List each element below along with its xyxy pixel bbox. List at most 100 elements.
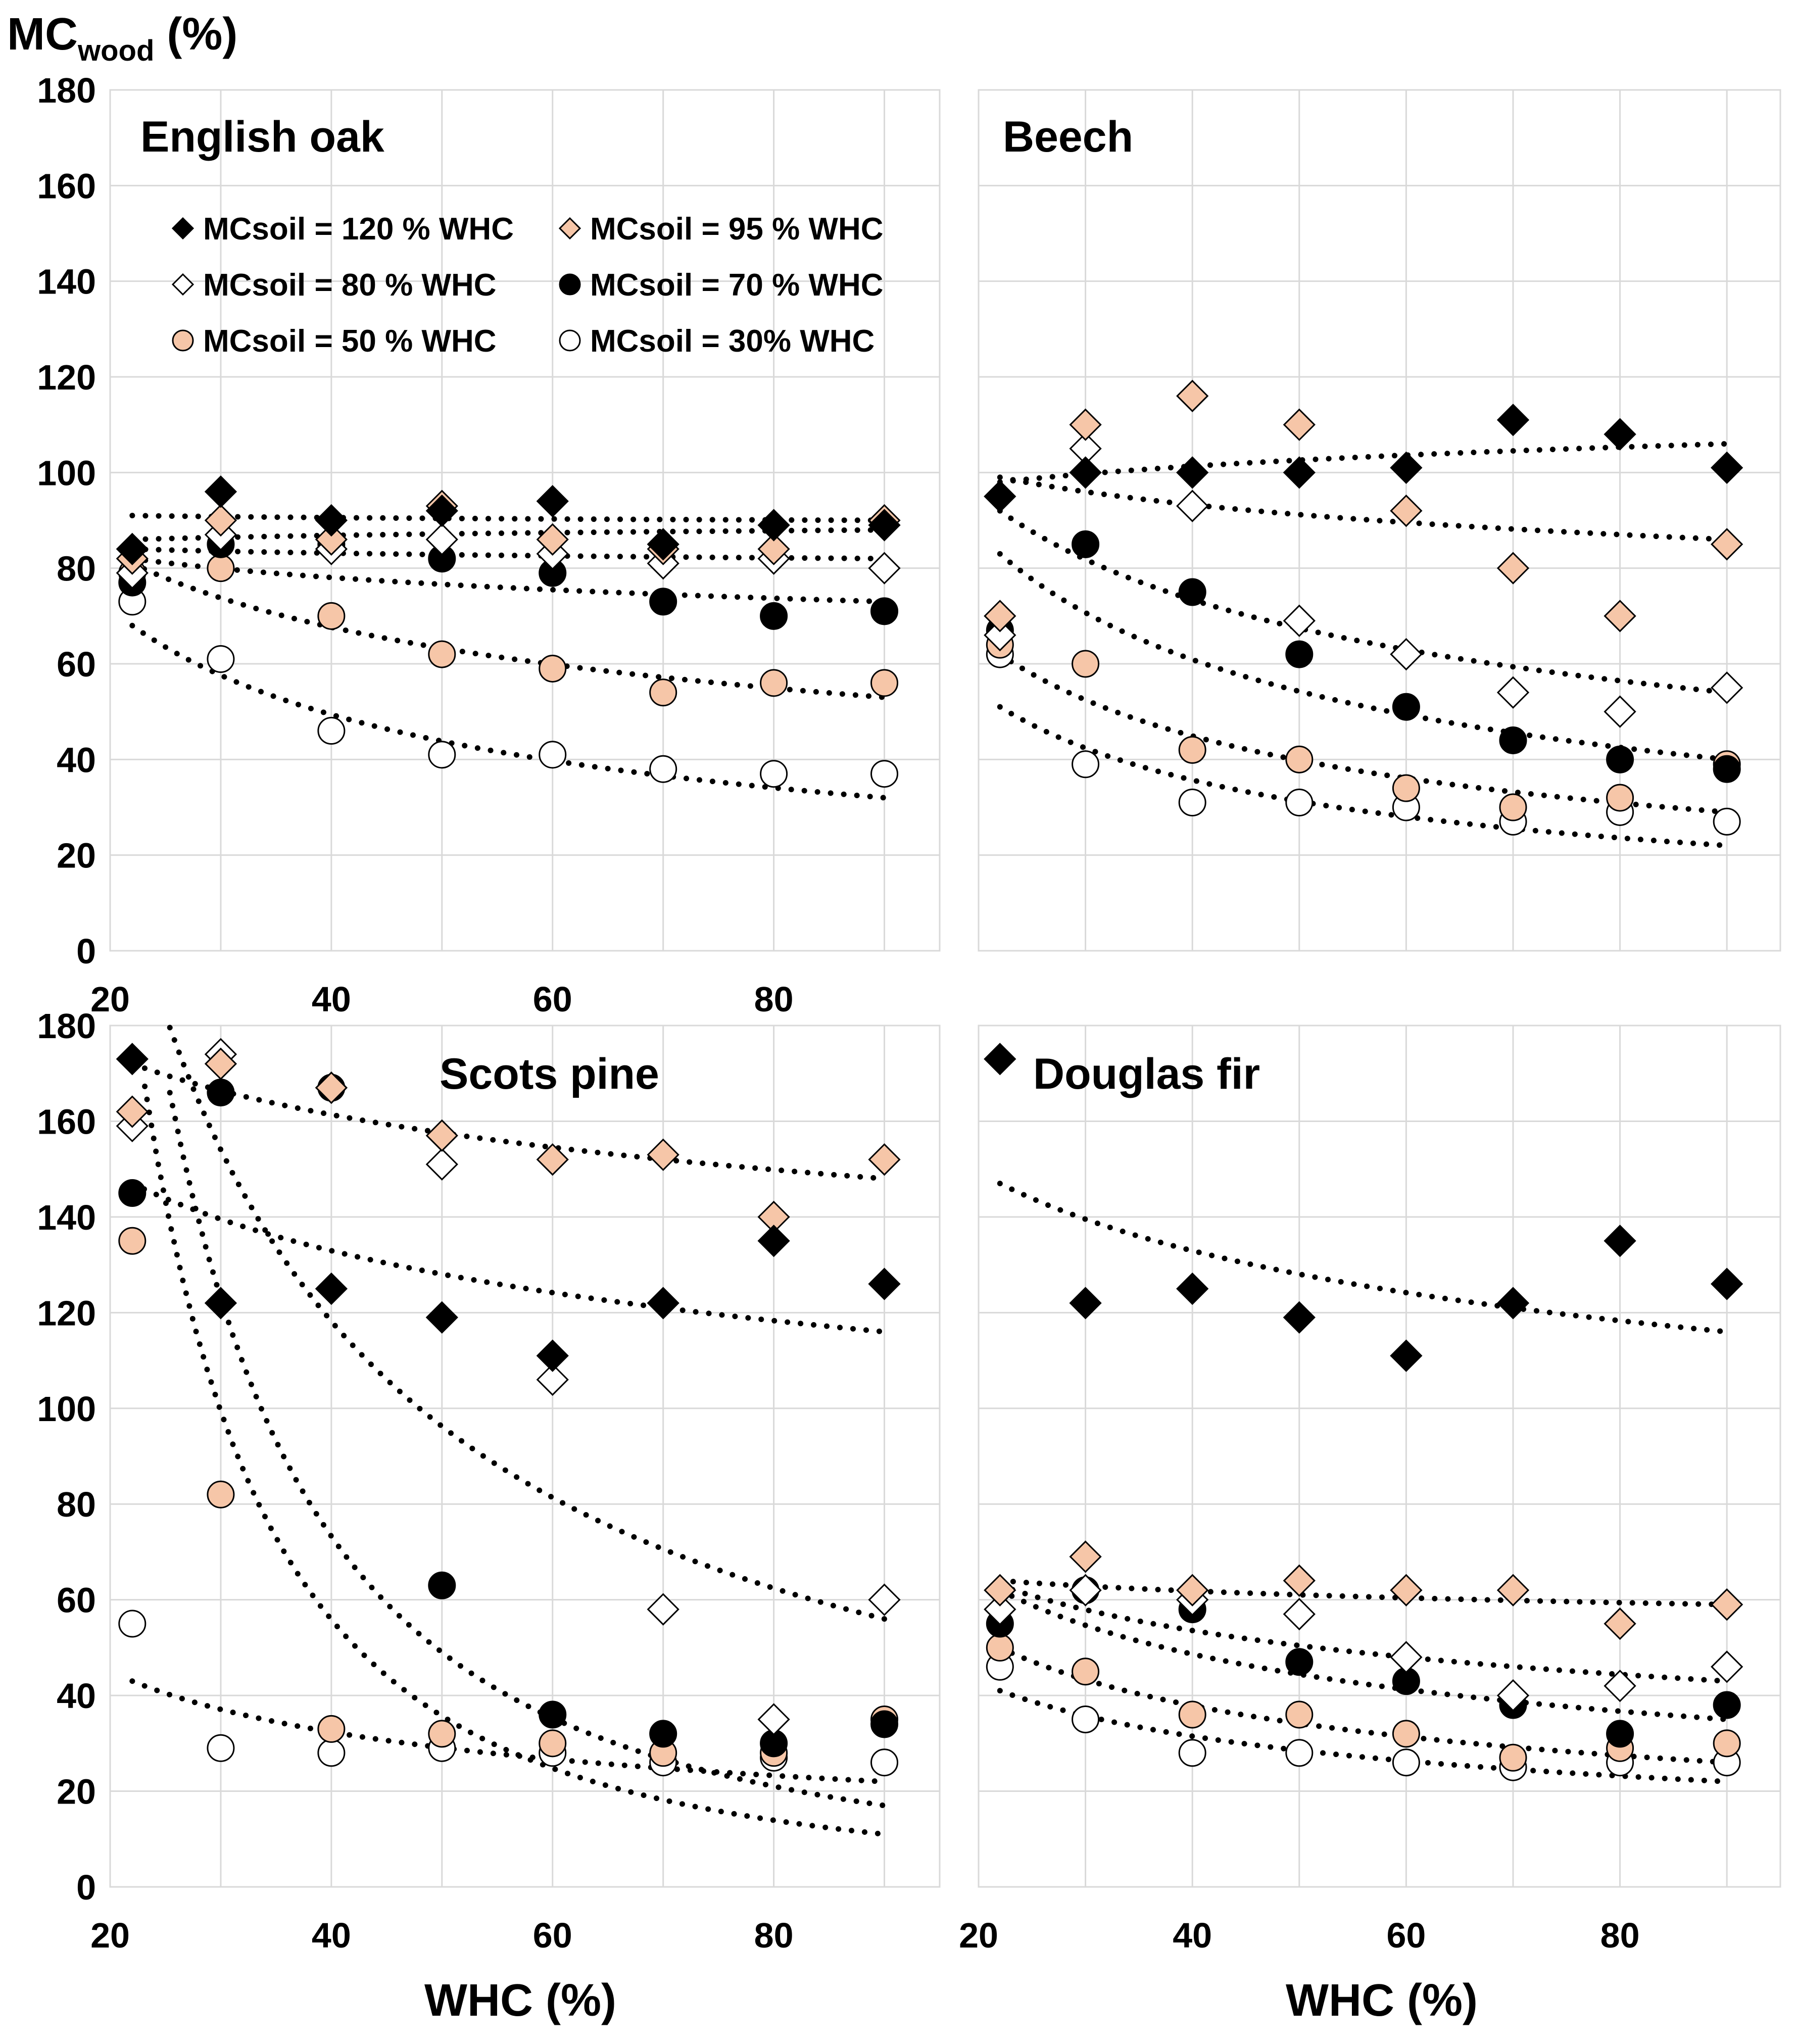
data-point [207,1079,235,1107]
legend-label: MCsoil = 120 % WHC [203,212,514,247]
data-point [207,554,235,582]
data-point [428,741,456,769]
data-point [1499,793,1527,821]
data-point [425,494,458,527]
data-point [984,600,1016,632]
y-tick-label: 20 [57,836,96,875]
data-point [1604,1225,1636,1257]
trendline [997,1587,1730,1722]
plot-frame [978,89,1781,952]
data-point [1496,1287,1530,1320]
y-tick-label: 100 [37,453,96,493]
y-tick-label: 0 [76,932,96,971]
data-point [315,1272,348,1305]
data-point [425,1301,458,1334]
data-point [760,669,788,697]
panel-title: English oak [140,113,384,161]
data-point [428,1571,456,1599]
data-point [536,523,569,556]
data-point [1711,1268,1743,1300]
data-point [649,588,677,616]
data-point [118,1227,147,1255]
data-point [1711,1650,1743,1683]
data-point [1178,1739,1206,1767]
trendline [997,508,1730,696]
y-tick-label: 180 [37,1006,96,1046]
data-point [1283,408,1316,441]
data-point [539,741,567,769]
data-point [1392,774,1420,802]
data-point [757,1225,790,1257]
data-point [1283,1597,1316,1631]
data-point [536,1363,569,1396]
data-point [1069,408,1102,441]
data-point [1283,456,1316,489]
data-point [1390,638,1423,671]
x-tick-label: 60 [1386,1916,1426,1955]
data-point [1496,1679,1530,1712]
plot-frame [109,89,941,952]
x-tick-label: 60 [533,1916,572,1955]
panel-scots-pine: 0 20 40 60 80 100 120 140 160 180 20 40 60 80 Scots pi… [37,1006,941,1955]
data-point [118,1179,147,1207]
data-point [760,760,788,788]
y-tick-label: 140 [37,1198,96,1237]
data-point [757,509,790,542]
data-point [1069,456,1102,489]
trendline [997,1578,1730,1608]
panel-title: Douglas fir [1033,1050,1260,1098]
data-point [1606,1720,1634,1748]
data-point [539,654,567,683]
y-tick-label: 60 [57,1581,96,1620]
panel-title: Beech [1003,113,1133,161]
x-tick-label: 60 [533,980,572,1019]
y-axis-title-main: MC [7,9,78,60]
data-point [1604,1670,1636,1702]
y-tick-label: 100 [37,1389,96,1429]
y-tick-label: 60 [57,645,96,684]
data-point [425,1119,458,1152]
data-point [1069,1574,1102,1607]
data-point [425,1148,458,1181]
data-point [1604,418,1636,451]
data-point [1176,1272,1209,1305]
data-point [1496,552,1530,585]
data-point [1390,1641,1423,1674]
data-point [647,1138,679,1171]
data-point [116,532,149,565]
data-point [870,760,899,788]
data-point [1499,1743,1527,1772]
trendline [997,1181,1730,1335]
data-point [118,1610,147,1638]
data-point [1283,1564,1316,1597]
x-tick-label: 80 [1600,1916,1640,1955]
data-point [1496,1574,1530,1607]
legend-label: MCsoil = 70 % WHC [590,268,884,303]
data-point [536,485,569,518]
data-point [1178,789,1206,817]
y-axis-title: MCwood (%) [7,9,237,67]
data-point [984,1574,1016,1607]
data-point [1072,650,1100,678]
data-point [984,1593,1016,1626]
x-axis-title-right: WHC (%) [1286,1975,1478,2026]
trendline [997,1582,1730,1684]
data-point [1285,640,1314,668]
data-point [428,640,456,668]
data-point [1604,600,1636,632]
panel-beech: Beech [978,89,1781,952]
data-point [207,1480,235,1508]
data-point [1072,1658,1100,1686]
data-point [760,602,788,630]
data-point [1711,1588,1743,1621]
y-tick-label: 40 [57,740,96,780]
data-point [315,504,348,537]
data-point [1176,456,1209,489]
data-point [116,1095,149,1128]
legend-label: MCsoil = 50 % WHC [203,324,497,359]
data-point [1604,695,1636,728]
data-point [315,1072,348,1104]
data-point [536,1339,569,1372]
data-point [317,1739,346,1767]
